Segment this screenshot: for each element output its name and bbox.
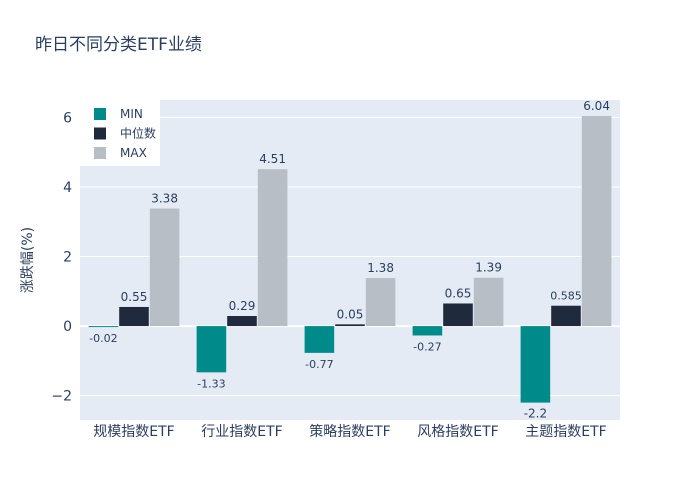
- legend: MIN 中位数 MAX: [80, 100, 160, 166]
- bar-value-label: 4.51: [259, 152, 286, 166]
- bar-median: [227, 316, 257, 327]
- bar-value-label: 0.29: [229, 299, 256, 313]
- bar-value-label: -0.77: [305, 358, 333, 371]
- bar-max: [149, 208, 180, 327]
- y-tick-label: 6: [63, 110, 72, 126]
- y-axis-ticks: −2 0 2 4 6: [51, 110, 72, 404]
- bar-value-label: 1.39: [475, 261, 502, 275]
- bar-value-label: 3.38: [151, 192, 178, 206]
- bar-min: [520, 326, 551, 403]
- y-axis-label: 涨跌幅(%): [20, 227, 36, 293]
- y-tick-label: 2: [63, 250, 72, 266]
- legend-swatch: [94, 127, 106, 140]
- bar-value-label: -1.33: [197, 377, 225, 390]
- x-tick-label: 策略指数ETF: [309, 423, 390, 440]
- bar-max: [257, 169, 288, 327]
- bar-value-label: -2.2: [524, 407, 547, 421]
- bar-value-label: -0.27: [413, 340, 441, 353]
- bar-min: [304, 326, 335, 353]
- bar-median: [119, 306, 149, 327]
- bar-median: [443, 303, 473, 327]
- bar-value-label: -0.02: [89, 332, 117, 345]
- bars: [88, 116, 612, 403]
- bar-value-label: 0.65: [445, 286, 472, 300]
- bar-min: [412, 326, 443, 336]
- bar-median: [335, 324, 365, 327]
- legend-swatch: [94, 108, 106, 120]
- legend-label: MAX: [120, 146, 147, 160]
- bar-value-label: 0.585: [550, 290, 582, 303]
- bar-value-label: 0.55: [121, 290, 148, 304]
- chart-title: 昨日不同分类ETF业绩: [35, 35, 202, 55]
- bar-value-label: 6.04: [583, 99, 610, 113]
- y-tick-label: −2: [51, 389, 72, 405]
- x-tick-label: 行业指数ETF: [201, 424, 282, 440]
- bar-max: [473, 277, 504, 327]
- bar-value-label: 1.38: [367, 261, 394, 275]
- legend-background: [80, 100, 160, 166]
- bar-value-label: 0.05: [337, 307, 364, 321]
- bar-max: [365, 278, 396, 327]
- bar-max: [581, 116, 612, 327]
- legend-label: MIN: [120, 107, 143, 121]
- y-tick-label: 0: [63, 319, 72, 335]
- legend-swatch: [94, 147, 106, 159]
- x-tick-label: 风格指数ETF: [417, 424, 498, 440]
- x-tick-label: 主题指数ETF: [525, 424, 606, 440]
- data-labels: -0.02 0.55 3.38 -1.33 0.29 4.51 -0.77 0.05 1.38 -…: [89, 99, 610, 421]
- x-axis-ticks: 规模指数ETF 行业指数ETF 策略指数ETF 风格指数ETF 主题指数ETF: [93, 423, 606, 440]
- x-tick-label: 规模指数ETF: [93, 424, 174, 440]
- bar-median: [551, 305, 581, 327]
- legend-label: 中位数: [120, 126, 156, 141]
- bar-min: [196, 326, 227, 373]
- bar-min: [88, 326, 119, 328]
- y-tick-label: 4: [63, 180, 72, 196]
